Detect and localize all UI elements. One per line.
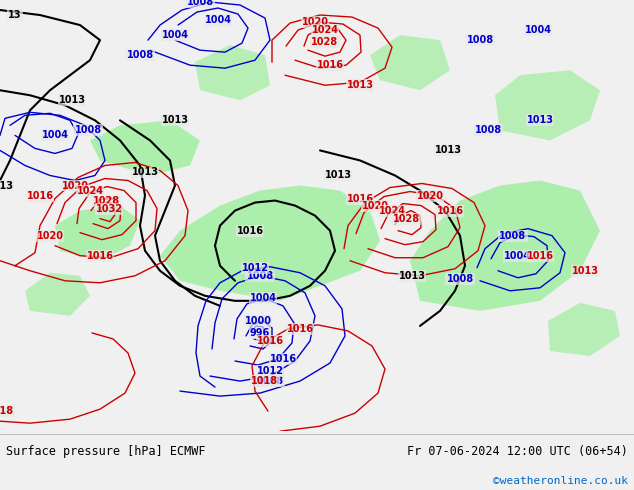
Text: 1016: 1016 — [27, 191, 53, 200]
Text: 1018: 1018 — [0, 406, 13, 416]
Polygon shape — [90, 121, 200, 175]
Text: 1004: 1004 — [524, 25, 552, 35]
Text: 1024: 1024 — [311, 25, 339, 35]
Text: 1018: 1018 — [252, 376, 278, 386]
Text: Surface pressure [hPa] ECMWF: Surface pressure [hPa] ECMWF — [6, 445, 206, 458]
Text: 1008: 1008 — [467, 35, 493, 45]
Text: 1013: 1013 — [162, 115, 188, 125]
Text: 1024: 1024 — [77, 186, 103, 196]
Text: 1020: 1020 — [302, 17, 328, 27]
Text: 1016: 1016 — [287, 324, 313, 334]
Text: ©weatheronline.co.uk: ©weatheronline.co.uk — [493, 476, 628, 486]
Text: 1016: 1016 — [236, 225, 264, 236]
Text: 1008: 1008 — [186, 0, 214, 7]
Text: 1008: 1008 — [446, 274, 474, 284]
Text: 1013: 1013 — [526, 115, 553, 125]
Text: 1016: 1016 — [269, 354, 297, 364]
Text: 1008: 1008 — [74, 125, 101, 135]
Text: 1020: 1020 — [361, 200, 389, 211]
Text: 1008: 1008 — [500, 231, 527, 241]
Text: 1004: 1004 — [162, 30, 188, 40]
Text: 1028: 1028 — [93, 196, 120, 206]
Text: 1013: 1013 — [399, 271, 425, 281]
Text: Fr 07-06-2024 12:00 UTC (06+54): Fr 07-06-2024 12:00 UTC (06+54) — [407, 445, 628, 458]
Polygon shape — [195, 45, 270, 100]
Text: 1008: 1008 — [474, 125, 501, 135]
Text: 1004: 1004 — [205, 15, 231, 25]
Text: 1004: 1004 — [250, 293, 276, 303]
Text: 1013: 1013 — [347, 80, 373, 90]
Polygon shape — [55, 206, 140, 261]
Text: 1016: 1016 — [436, 206, 463, 216]
Text: 1013: 1013 — [434, 146, 462, 155]
Text: 1024: 1024 — [378, 206, 406, 216]
Polygon shape — [495, 70, 600, 141]
Polygon shape — [25, 273, 90, 316]
Text: 996: 996 — [250, 328, 270, 338]
Text: 1004: 1004 — [41, 130, 68, 140]
Polygon shape — [370, 35, 450, 90]
Text: 1013: 1013 — [325, 171, 351, 180]
Text: 1013: 1013 — [571, 266, 598, 276]
Polygon shape — [548, 303, 620, 356]
Text: 1008: 1008 — [126, 50, 153, 60]
Text: 1008: 1008 — [256, 376, 283, 386]
Text: 1013: 1013 — [0, 180, 13, 191]
Text: 1013: 1013 — [58, 95, 86, 105]
Text: 1028: 1028 — [392, 214, 420, 223]
Text: 1008: 1008 — [247, 271, 273, 281]
Text: 1016: 1016 — [257, 336, 283, 346]
Text: 13: 13 — [8, 10, 22, 20]
Text: 1013: 1013 — [131, 168, 158, 177]
Text: 1016: 1016 — [316, 60, 344, 70]
Polygon shape — [410, 180, 600, 311]
Text: 1016: 1016 — [86, 251, 113, 261]
Text: 1020: 1020 — [37, 231, 63, 241]
Text: 1028: 1028 — [311, 37, 339, 47]
Text: 1000: 1000 — [245, 316, 271, 326]
Polygon shape — [160, 186, 380, 301]
Text: 1012: 1012 — [242, 263, 269, 273]
Text: 1032: 1032 — [96, 203, 122, 214]
Text: 1004: 1004 — [503, 251, 531, 261]
Text: 1016: 1016 — [526, 251, 553, 261]
Text: 1012: 1012 — [257, 366, 283, 376]
Text: 1016: 1016 — [347, 194, 373, 203]
Text: 1020: 1020 — [61, 180, 89, 191]
Text: 1020: 1020 — [417, 191, 444, 200]
